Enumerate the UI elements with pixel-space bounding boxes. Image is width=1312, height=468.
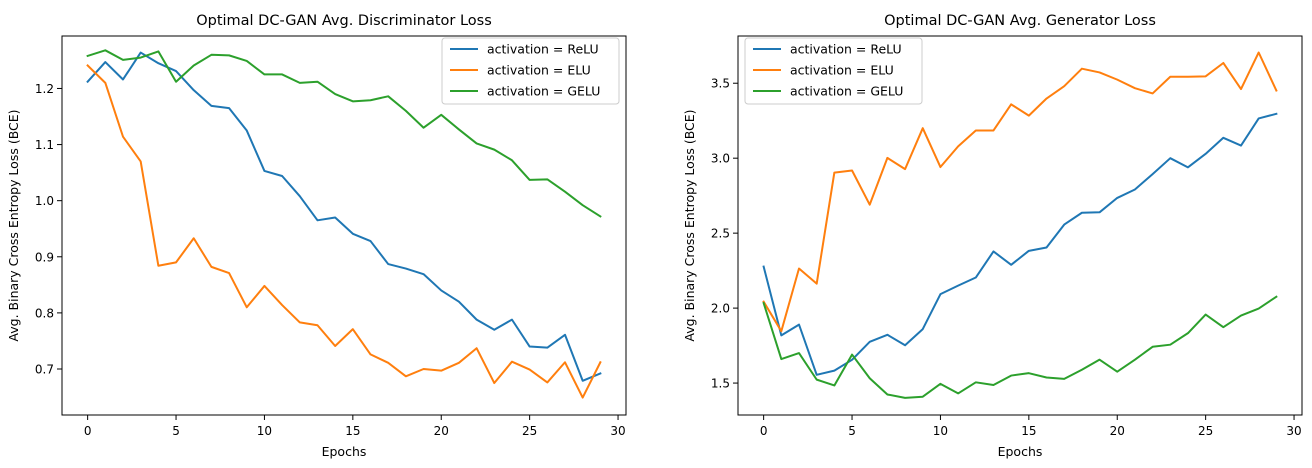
series-line-gelu	[86, 49, 602, 218]
series-line-elu	[86, 64, 602, 399]
y-tick-label: 0.9	[35, 250, 54, 264]
legend-box	[744, 37, 923, 105]
y-tick-label: 0.7	[35, 362, 54, 376]
series-line-elu	[762, 51, 1278, 333]
discriminator-loss-chart: Optimal DC-GAN Avg. Discriminator Loss 0 5…	[6, 13, 627, 459]
y-tick-label: 1.5	[711, 377, 730, 391]
x-tick-label: 0	[84, 424, 92, 438]
y-tick-label: 0.8	[35, 306, 54, 320]
y-tick-label: 1.0	[35, 194, 54, 208]
y-tick-label: 1.2	[35, 82, 54, 96]
y-tick-label: 3.0	[711, 152, 730, 166]
legend-label: activation = ELU	[790, 63, 894, 78]
x-tick-label: 25	[1198, 424, 1213, 438]
x-tick-label: 10	[933, 424, 948, 438]
x-tick-label: 10	[257, 424, 272, 438]
chart-title: Optimal DC-GAN Avg. Generator Loss	[884, 13, 1156, 29]
x-axis-label: Epochs	[322, 444, 367, 459]
series-line-gelu	[762, 295, 1278, 399]
legend-label: activation = ReLU	[487, 42, 599, 57]
x-tick-label: 30	[610, 424, 625, 438]
y-tick-label: 3.5	[711, 77, 730, 91]
y-tick-label: 2.5	[711, 227, 730, 241]
x-tick-label: 5	[172, 424, 180, 438]
x-tick-label: 20	[1110, 424, 1125, 438]
x-tick-label: 15	[1021, 424, 1036, 438]
x-tick-label: 15	[345, 424, 360, 438]
legend-label: activation = ReLU	[790, 42, 902, 57]
legend-label: activation = GELU	[487, 84, 600, 99]
generator-loss-chart: Optimal DC-GAN Avg. Generator Loss 0 5 10 15…	[682, 13, 1303, 459]
x-tick-label: 0	[760, 424, 768, 438]
y-axis-label: Avg. Binary Cross Entropy Loss (BCE)	[682, 109, 697, 341]
x-tick-label: 5	[848, 424, 856, 438]
y-tick-label: 2.0	[711, 302, 730, 316]
x-tick-label: 25	[522, 424, 537, 438]
series-line-relu	[86, 51, 602, 382]
chart-title: Optimal DC-GAN Avg. Discriminator Loss	[196, 13, 492, 29]
legend-label: activation = ELU	[487, 63, 591, 78]
x-tick-label: 30	[1286, 424, 1301, 438]
legend-box	[441, 37, 620, 105]
x-tick-label: 20	[434, 424, 449, 438]
y-tick-label: 1.1	[35, 138, 54, 152]
plot-frame	[737, 35, 1303, 416]
plot-frame	[61, 35, 627, 416]
legend-label: activation = GELU	[790, 84, 903, 99]
x-axis-label: Epochs	[998, 444, 1043, 459]
y-axis-label: Avg. Binary Cross Entropy Loss (BCE)	[6, 109, 21, 341]
